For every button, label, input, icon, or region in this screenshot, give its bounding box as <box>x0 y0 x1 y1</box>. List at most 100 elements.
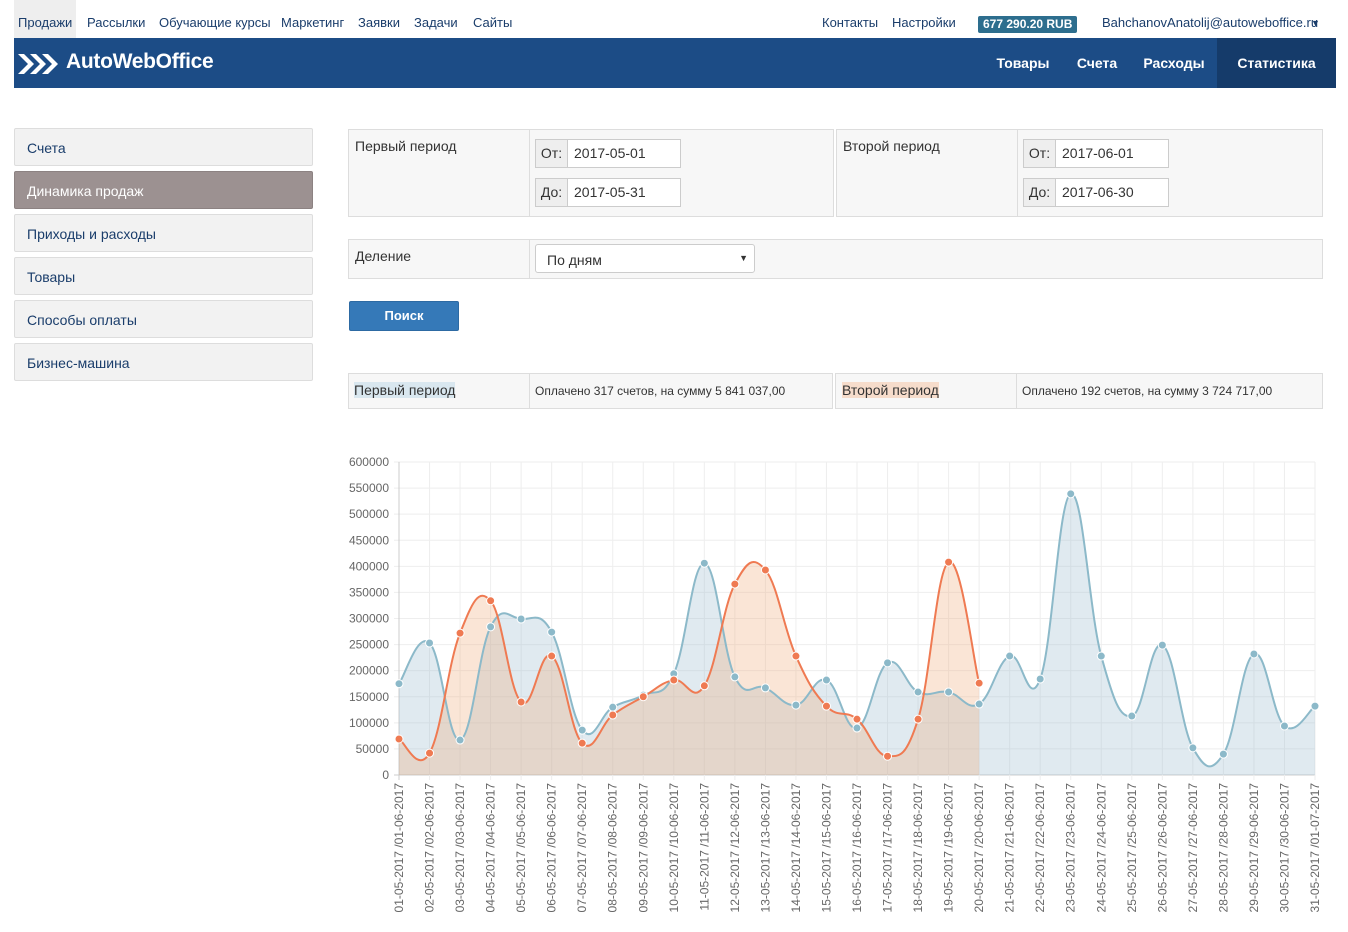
caret: ▼ <box>739 253 748 263</box>
y-tick-label: 0 <box>382 768 389 782</box>
x-tick-label: 12-05-2017 /12-06-2017 <box>728 783 742 913</box>
y-tick-label: 300000 <box>349 612 389 626</box>
nav-link[interactable]: Контакты <box>822 15 879 30</box>
input-addon: До: <box>1024 179 1056 206</box>
input-value: 2017-05-01 <box>574 145 646 161</box>
point <box>1249 649 1259 659</box>
date-input[interactable]: До: 2017-06-30 <box>1023 178 1169 207</box>
sidebar-item[interactable]: Товары <box>14 257 313 295</box>
balance: 677 290.20 RUB <box>978 16 1078 33</box>
divider <box>529 130 530 216</box>
point <box>516 614 526 624</box>
search-button[interactable]: Поиск <box>349 301 459 331</box>
point <box>913 714 923 724</box>
nav-item[interactable]: Заявки <box>358 15 400 30</box>
sidebar-item[interactable]: Счета <box>14 128 313 166</box>
point <box>455 628 465 638</box>
point <box>1310 701 1320 711</box>
divider <box>529 240 530 278</box>
date-input[interactable]: До: 2017-05-31 <box>535 178 681 207</box>
panel-label: Второй период <box>843 138 940 154</box>
x-tick-label: 18-05-2017 /18-06-2017 <box>911 783 925 913</box>
x-tick-label: 06-05-2017 /06-06-2017 <box>545 783 559 913</box>
input-value: 2017-05-31 <box>574 184 646 200</box>
header: AutoWebOffice Товары Счета Расходы Стати… <box>14 38 1336 88</box>
y-tick-label: 500000 <box>349 507 389 521</box>
y-tick-label: 350000 <box>349 585 389 599</box>
point <box>486 596 496 606</box>
x-tick-label: 22-05-2017 /22-06-2017 <box>1033 783 1047 913</box>
date-input[interactable]: От: 2017-06-01 <box>1023 139 1169 168</box>
divider <box>529 374 530 408</box>
point <box>883 751 893 761</box>
point <box>1157 640 1167 650</box>
sidebar-item[interactable]: Бизнес-машина <box>14 343 313 381</box>
point <box>669 675 679 685</box>
x-tick-label: 17-05-2017 /17-06-2017 <box>881 783 895 913</box>
point <box>974 699 984 709</box>
nav-link[interactable]: Настройки <box>892 15 956 30</box>
sidebar-item[interactable]: Динамика продаж <box>14 171 313 209</box>
nav-item[interactable]: Продажи <box>14 0 77 38</box>
input-value: 2017-06-01 <box>1062 145 1134 161</box>
x-tick-label: 25-05-2017 /25-06-2017 <box>1125 783 1139 913</box>
point <box>577 738 587 748</box>
logo[interactable]: AutoWebOffice <box>66 50 214 73</box>
point <box>425 748 435 758</box>
point <box>1279 721 1289 731</box>
input-value: 2017-06-30 <box>1062 184 1134 200</box>
menu-item[interactable]: Расходы <box>1143 55 1205 71</box>
point <box>730 672 740 682</box>
menu-item[interactable]: Товары <box>996 55 1050 71</box>
x-tick-label: 26-05-2017 /26-06-2017 <box>1155 783 1169 913</box>
point <box>394 679 404 689</box>
point <box>577 725 587 735</box>
nav-item[interactable]: Рассылки <box>87 15 146 30</box>
x-tick-label: 15-05-2017 /15-06-2017 <box>819 783 833 913</box>
point <box>791 651 801 661</box>
point <box>760 683 770 693</box>
menu-item[interactable]: Статистика <box>1217 38 1336 88</box>
nav-item[interactable]: Сайты <box>473 15 513 30</box>
result-text: Оплачено 192 счетов, на сумму 3 724 717,… <box>1022 384 1273 398</box>
x-tick-label: 14-05-2017 /14-06-2017 <box>789 783 803 913</box>
input-addon: До: <box>536 179 568 206</box>
x-tick-label: 30-05-2017 /30-06-2017 <box>1277 783 1291 913</box>
select[interactable]: По дням ▼ <box>535 244 755 273</box>
y-tick-label: 150000 <box>349 690 389 704</box>
divider <box>1017 130 1018 216</box>
y-tick-label: 600000 <box>349 455 389 469</box>
point <box>1188 743 1198 753</box>
sidebar-item[interactable]: Приходы и расходы <box>14 214 313 252</box>
result-text: Оплачено 317 счетов, на сумму 5 841 037,… <box>535 384 786 398</box>
x-tick-label: 08-05-2017 /08-06-2017 <box>606 783 620 913</box>
chart: 0 50000 100000 150000 200000 250000 300000 3500… <box>349 455 1322 913</box>
point <box>638 692 648 702</box>
point <box>699 558 709 568</box>
x-tick-label: 03-05-2017 /03-06-2017 <box>453 783 467 913</box>
x-tick-label: 28-05-2017 /28-06-2017 <box>1216 783 1230 913</box>
nav-item[interactable]: Обучающие курсы <box>159 15 271 30</box>
point <box>883 658 893 668</box>
input-addon: От: <box>536 140 568 167</box>
user-menu[interactable]: BahchanovAnatolij@autoweboffice.ru <box>1102 15 1319 30</box>
nav-item[interactable]: Задачи <box>414 15 458 30</box>
panel-label: Деление <box>355 248 412 264</box>
point <box>821 701 831 711</box>
point <box>608 710 618 720</box>
x-tick-label: 31-05-2017 /01-07-2017 <box>1308 783 1322 913</box>
nav-item[interactable]: Маркетинг <box>281 15 345 30</box>
period-panel: Первый период От: 2017-05-01 До: 2017-05… <box>348 129 834 217</box>
point <box>1218 749 1228 759</box>
x-tick-label: 04-05-2017 /04-06-2017 <box>484 783 498 913</box>
x-tick-label: 05-05-2017 /05-06-2017 <box>514 783 528 913</box>
point <box>516 697 526 707</box>
menu-item[interactable]: Счета <box>1076 55 1118 71</box>
x-tick-label: 27-05-2017 /27-06-2017 <box>1186 783 1200 913</box>
result-panel: Второй период Оплачено 192 счетов, на су… <box>835 373 1323 409</box>
point <box>852 714 862 724</box>
date-input[interactable]: От: 2017-05-01 <box>535 139 681 168</box>
sidebar-item[interactable]: Способы оплаты <box>14 300 313 338</box>
result-label: Второй период <box>842 382 939 398</box>
